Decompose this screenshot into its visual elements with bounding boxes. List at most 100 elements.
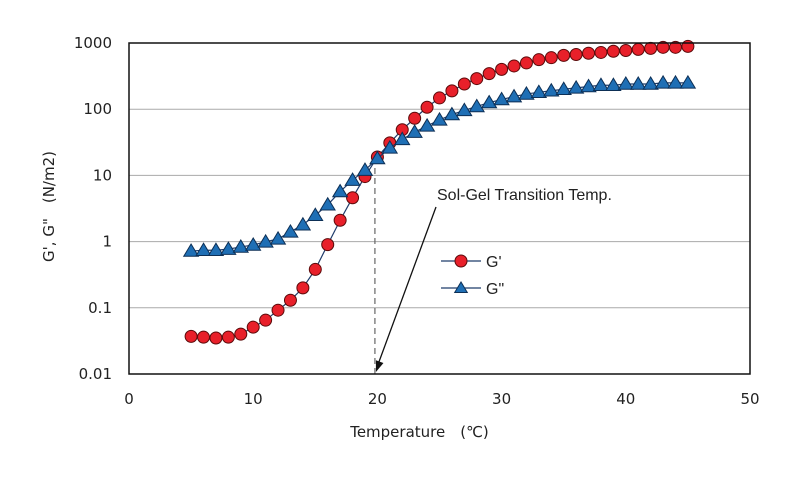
gridlines xyxy=(129,108,750,309)
annotation-sol-gel-text: Sol-Gel Transition Temp. xyxy=(437,187,612,204)
y-axis-title: G', G" (N/m2) xyxy=(40,151,58,262)
data-point-g-double-prime xyxy=(431,111,448,126)
data-point-g-double-prime xyxy=(530,84,548,99)
data-point-g-double-prime xyxy=(331,183,349,198)
data-point-g-double-prime xyxy=(406,124,423,138)
data-point-g-prime xyxy=(259,313,273,327)
data-point-g-double-prime xyxy=(654,74,672,89)
data-point-g-double-prime xyxy=(381,139,399,154)
data-point-g-prime xyxy=(333,213,347,227)
data-point-g-prime xyxy=(681,39,695,53)
x-tick-labels: 0 10 20 30 40 50 xyxy=(124,390,759,408)
data-point-g-prime xyxy=(420,100,434,114)
x-tick-label: 50 xyxy=(740,390,759,408)
data-point-g-double-prime xyxy=(617,76,635,90)
data-point-g-prime xyxy=(557,48,571,62)
data-point-g-double-prime xyxy=(294,216,312,231)
data-point-g-double-prime xyxy=(207,242,225,257)
data-point-g-prime xyxy=(433,91,446,105)
data-point-g-double-prime xyxy=(543,82,560,97)
data-point-g-prime xyxy=(197,330,211,344)
data-point-g-prime xyxy=(457,77,471,91)
data-point-g-double-prime xyxy=(567,79,585,94)
y-tick-label: 0.01 xyxy=(79,365,112,383)
annotation-arrowhead xyxy=(375,360,384,372)
legend-marker-triangle xyxy=(453,281,469,293)
legend-item-g-double-prime: G" xyxy=(441,281,504,298)
data-point-g-prime xyxy=(470,72,484,86)
x-tick-label: 20 xyxy=(368,390,387,408)
data-point-g-prime xyxy=(445,84,459,98)
data-point-g-prime xyxy=(519,56,533,70)
data-point-g-prime xyxy=(296,281,310,295)
data-point-g-double-prime xyxy=(605,77,622,92)
data-point-g-double-prime xyxy=(418,117,436,132)
x-tick-label: 0 xyxy=(124,390,134,408)
legend-item-g-prime: G' xyxy=(441,254,502,271)
series-g-prime xyxy=(184,39,695,345)
data-point-g-double-prime xyxy=(307,207,324,222)
data-point-g-prime xyxy=(308,262,322,276)
y-tick-labels: 0.01 0.1 1 10 100 1000 xyxy=(74,34,112,383)
data-point-g-double-prime xyxy=(232,238,250,253)
data-point-g-prime xyxy=(569,48,583,62)
legend-marker-circle xyxy=(454,254,468,268)
data-point-g-prime xyxy=(482,67,496,81)
data-point-g-double-prime xyxy=(369,150,386,165)
data-point-g-prime xyxy=(631,42,645,56)
data-point-g-prime xyxy=(594,45,608,59)
data-point-g-double-prime xyxy=(244,236,262,251)
data-point-g-prime xyxy=(271,303,285,317)
y-tick-label: 1000 xyxy=(74,34,112,52)
data-point-g-prime xyxy=(234,327,248,341)
data-point-g-double-prime xyxy=(518,85,535,100)
data-point-g-prime xyxy=(321,238,335,252)
data-point-g-prime xyxy=(582,46,596,60)
data-point-g-double-prime xyxy=(493,91,510,106)
data-point-g-prime xyxy=(619,44,633,58)
series-group xyxy=(182,39,697,345)
data-point-g-prime xyxy=(408,111,422,125)
data-point-g-double-prime xyxy=(480,94,498,109)
data-point-g-prime xyxy=(221,330,235,344)
legend-label: G" xyxy=(486,281,504,298)
x-axis-title: Temperature (℃) xyxy=(349,423,489,441)
data-point-g-double-prime xyxy=(195,242,212,257)
legend-label: G' xyxy=(486,254,502,271)
data-point-g-prime xyxy=(346,191,360,205)
x-tick-label: 30 xyxy=(492,390,511,408)
y-tick-label: 0.1 xyxy=(88,299,112,317)
data-point-g-double-prime xyxy=(356,162,374,176)
data-point-g-double-prime xyxy=(282,223,299,238)
data-point-g-prime xyxy=(209,331,223,345)
y-tick-label: 100 xyxy=(83,100,112,118)
data-point-g-prime xyxy=(283,293,297,307)
data-point-g-double-prime xyxy=(642,76,659,90)
data-point-g-double-prime xyxy=(629,76,647,90)
data-point-g-prime xyxy=(507,59,521,73)
data-point-g-double-prime xyxy=(468,98,485,113)
data-point-g-prime xyxy=(532,53,546,67)
y-tick-label: 10 xyxy=(93,166,112,184)
data-point-g-double-prime xyxy=(269,230,287,245)
data-point-g-prime xyxy=(246,320,260,334)
data-point-g-double-prime xyxy=(580,78,597,93)
data-point-g-double-prime xyxy=(555,81,572,96)
data-point-g-prime xyxy=(184,329,198,343)
data-point-g-double-prime xyxy=(257,233,274,248)
data-point-g-double-prime xyxy=(667,74,684,89)
plot-frame xyxy=(128,42,751,375)
data-point-g-prime xyxy=(606,44,620,58)
data-point-g-double-prime xyxy=(319,196,336,211)
annotation-group: Sol-Gel Transition Temp. xyxy=(375,187,612,372)
data-point-g-prime xyxy=(495,62,509,76)
x-tick-label: 10 xyxy=(244,390,263,408)
series-g-double-prime xyxy=(182,74,697,257)
data-point-g-double-prime xyxy=(679,74,697,89)
y-tick-label: 1 xyxy=(102,233,112,251)
data-point-g-double-prime xyxy=(344,172,361,186)
annotation-arrow-line xyxy=(378,206,437,363)
data-point-g-double-prime xyxy=(443,106,461,121)
data-point-g-prime xyxy=(544,51,558,65)
